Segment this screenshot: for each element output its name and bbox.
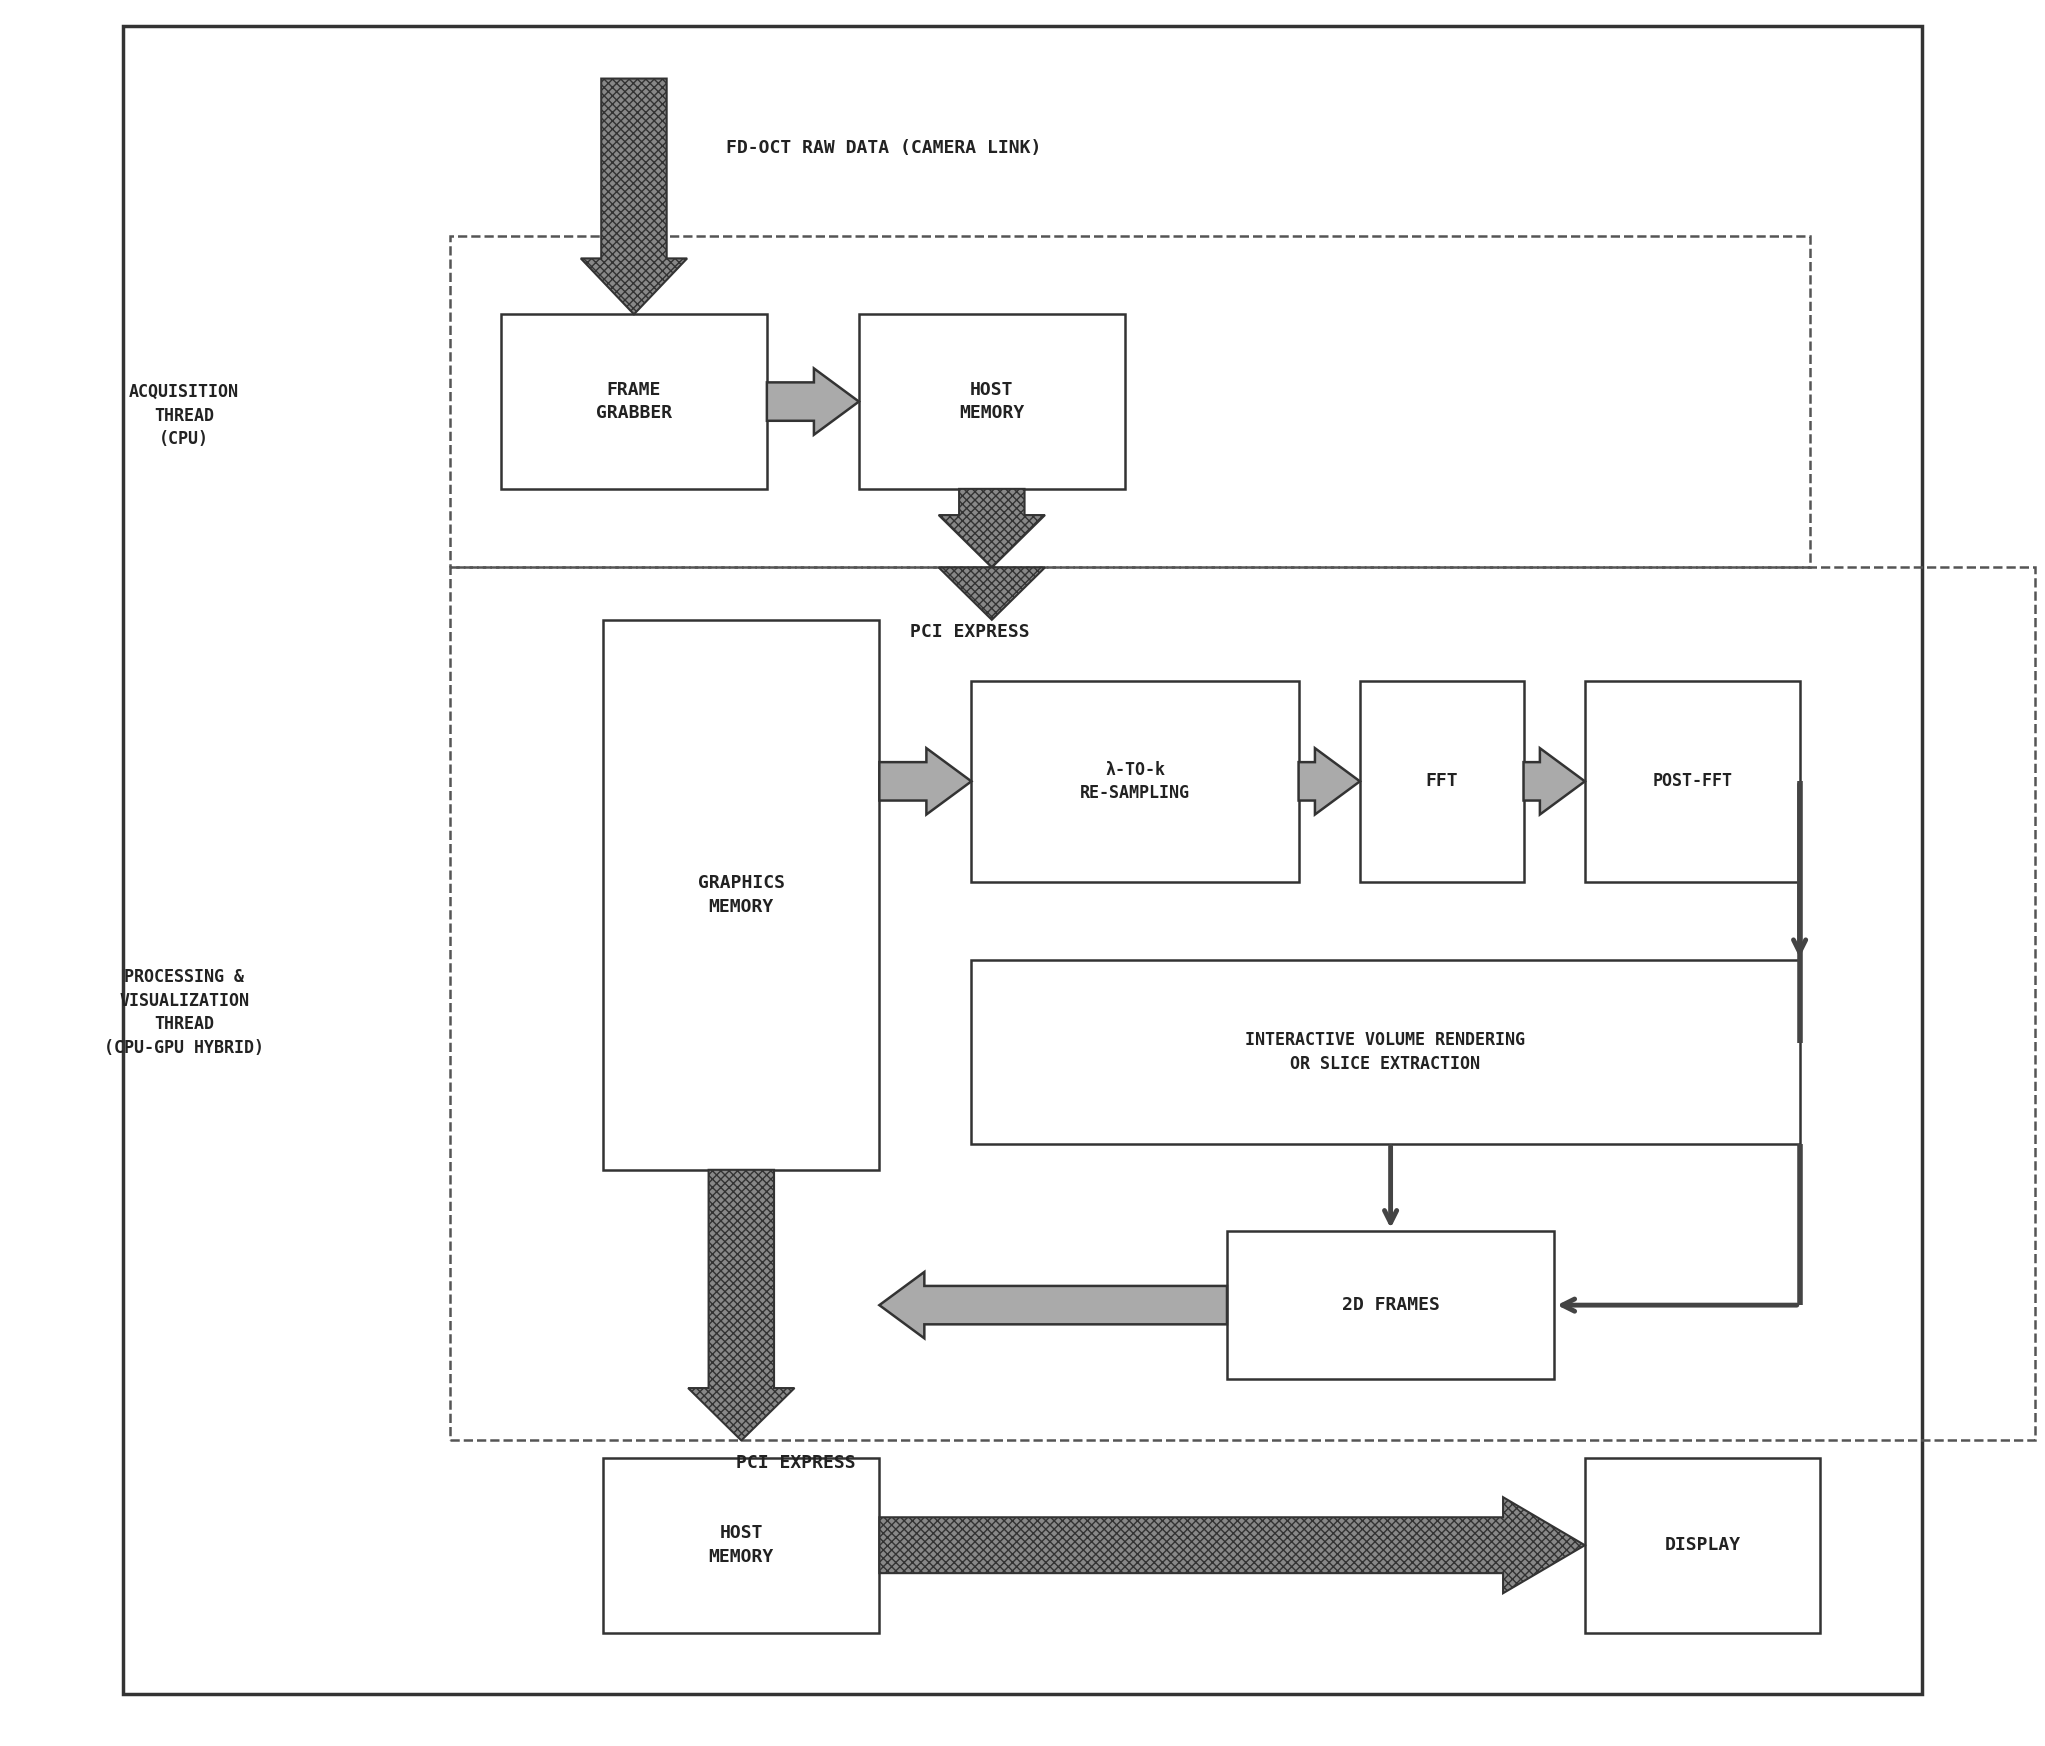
Bar <box>501 314 767 489</box>
Bar <box>859 314 1125 489</box>
Bar <box>1360 681 1524 882</box>
Polygon shape <box>1524 747 1585 814</box>
Text: PCI EXPRESS: PCI EXPRESS <box>736 1454 855 1472</box>
Polygon shape <box>879 747 971 814</box>
Polygon shape <box>1299 747 1360 814</box>
Bar <box>603 1458 879 1633</box>
Bar <box>1585 1458 1820 1633</box>
Polygon shape <box>767 368 859 435</box>
Text: HOST
MEMORY: HOST MEMORY <box>959 381 1025 423</box>
Text: FRAME
GRABBER: FRAME GRABBER <box>595 381 673 423</box>
Text: POST-FFT: POST-FFT <box>1652 772 1732 791</box>
Polygon shape <box>879 1271 1227 1337</box>
Bar <box>123 26 1922 1694</box>
Text: FFT: FFT <box>1425 772 1458 791</box>
Bar <box>1227 1231 1554 1379</box>
Bar <box>971 681 1299 882</box>
Bar <box>1585 681 1800 882</box>
Text: DISPLAY: DISPLAY <box>1665 1536 1740 1554</box>
Polygon shape <box>879 1496 1585 1592</box>
Polygon shape <box>939 489 1045 567</box>
Text: PCI EXPRESS: PCI EXPRESS <box>910 623 1029 641</box>
Bar <box>971 960 1800 1144</box>
Bar <box>450 236 1810 567</box>
Polygon shape <box>939 567 1045 620</box>
Bar <box>450 567 2035 1440</box>
Text: GRAPHICS
MEMORY: GRAPHICS MEMORY <box>697 875 785 915</box>
Text: 2D FRAMES: 2D FRAMES <box>1342 1296 1440 1315</box>
Text: λ-TO-k
RE-SAMPLING: λ-TO-k RE-SAMPLING <box>1080 761 1190 801</box>
Polygon shape <box>581 79 687 314</box>
Polygon shape <box>687 1170 793 1440</box>
Text: FD-OCT RAW DATA (CAMERA LINK): FD-OCT RAW DATA (CAMERA LINK) <box>726 140 1041 157</box>
Text: PROCESSING &
VISUALIZATION
THREAD
(CPU-GPU HYBRID): PROCESSING & VISUALIZATION THREAD (CPU-G… <box>104 969 264 1056</box>
Text: HOST
MEMORY: HOST MEMORY <box>710 1524 773 1566</box>
Bar <box>603 620 879 1170</box>
Text: INTERACTIVE VOLUME RENDERING
OR SLICE EXTRACTION: INTERACTIVE VOLUME RENDERING OR SLICE EX… <box>1245 1032 1526 1072</box>
Text: ACQUISITION
THREAD
(CPU): ACQUISITION THREAD (CPU) <box>129 382 239 449</box>
